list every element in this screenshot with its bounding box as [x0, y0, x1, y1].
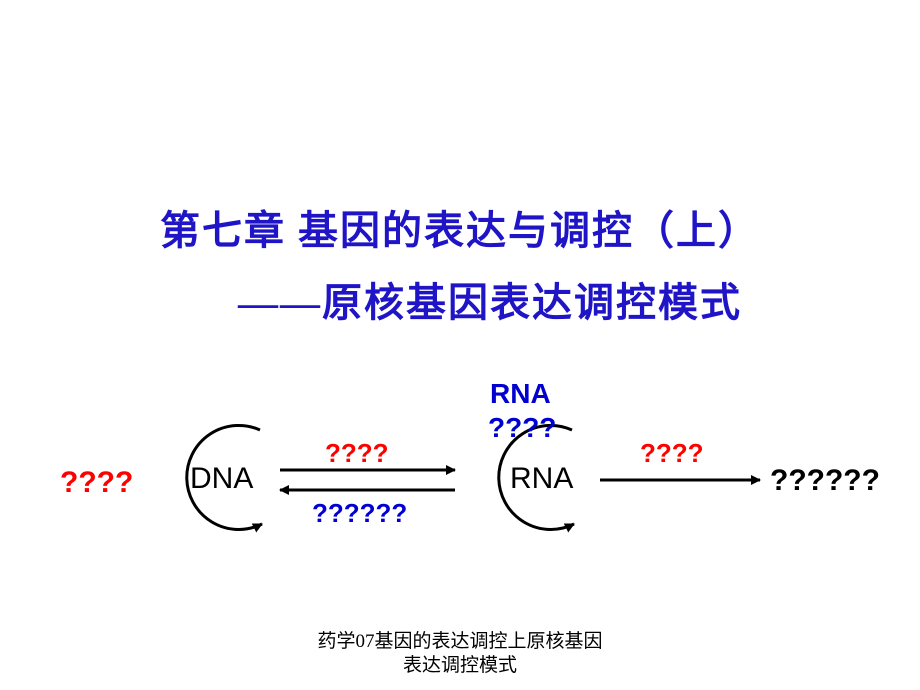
footer-line-2: 表达调控模式 — [0, 654, 920, 678]
slide: 第七章 基因的表达与调控（上） ——原核基因表达调控模式 RNA ???? ??… — [0, 0, 920, 690]
footer-line-1: 药学07基因的表达调控上原核基因 — [0, 630, 920, 654]
footer: 药学07基因的表达调控上原核基因 表达调控模式 — [0, 630, 920, 678]
flow-diagram — [0, 0, 920, 690]
rna-top-q: ???? — [488, 412, 556, 444]
left-q: ???? — [60, 466, 133, 500]
rna-label: RNA — [510, 462, 573, 496]
dna-label: DNA — [190, 462, 253, 496]
output-q: ?????? — [770, 464, 880, 498]
mid-bot-q: ?????? — [312, 498, 407, 529]
rna-top-label: RNA — [490, 378, 551, 410]
right-q: ???? — [640, 438, 704, 469]
mid-top-q: ???? — [325, 438, 389, 469]
